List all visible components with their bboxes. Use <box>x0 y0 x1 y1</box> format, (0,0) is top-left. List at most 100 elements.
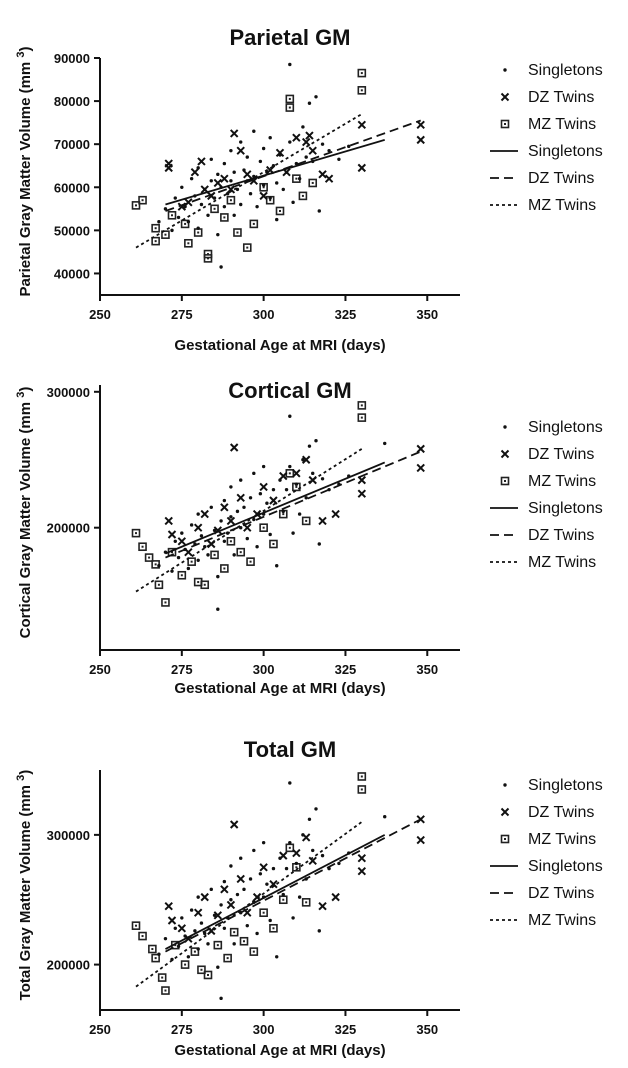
data-point <box>357 163 367 173</box>
data-point <box>307 444 312 448</box>
data-point <box>223 953 232 963</box>
y-axis-label: Cortical Gray Matter Volume (mm 3) <box>15 387 34 639</box>
data-point <box>301 458 305 462</box>
data-point <box>258 159 263 164</box>
data-point <box>252 517 256 522</box>
legend-marker <box>500 476 510 486</box>
data-point <box>416 120 425 129</box>
data-point <box>176 215 181 220</box>
legend-label: MZ Twins <box>528 912 596 929</box>
data-point <box>246 557 255 566</box>
data-point <box>219 903 223 907</box>
data-point <box>220 213 229 222</box>
data-point <box>229 443 239 452</box>
data-point <box>183 204 187 209</box>
data-point <box>189 908 194 912</box>
data-point <box>265 501 269 505</box>
data-point <box>259 191 268 201</box>
data-point <box>357 413 367 422</box>
data-point <box>357 401 367 410</box>
data-point <box>383 441 387 446</box>
data-point <box>320 142 325 146</box>
data-point <box>292 469 301 478</box>
data-point <box>200 892 209 902</box>
data-point <box>291 531 295 535</box>
data-point <box>357 68 367 78</box>
data-point <box>294 161 299 166</box>
data-point <box>229 485 233 489</box>
legend-label: DZ Twins <box>528 885 594 902</box>
data-point <box>248 192 253 196</box>
data-point <box>220 174 229 183</box>
chart-panel-1: Parietal GM 250 275 300 325 350 40000 50000 6000… <box>15 25 603 354</box>
data-point <box>288 464 292 469</box>
data-point <box>186 566 191 571</box>
data-point <box>209 179 213 183</box>
data-point <box>213 940 223 950</box>
series-mz-twins <box>131 68 367 263</box>
legend-label: Singletons <box>528 419 603 436</box>
legend-label: DZ Twins <box>528 446 594 463</box>
data-point <box>199 921 204 925</box>
data-point <box>216 172 220 177</box>
data-point <box>173 926 177 930</box>
data-point <box>187 557 196 566</box>
data-point <box>200 509 209 519</box>
data-point <box>245 923 249 928</box>
data-point <box>229 148 233 153</box>
chart-title: Parietal GM <box>229 25 350 50</box>
data-point <box>416 835 425 845</box>
data-point <box>239 936 249 946</box>
data-point <box>284 866 289 871</box>
data-point <box>196 512 200 516</box>
data-point <box>278 856 282 860</box>
y-tick-label: 40000 <box>54 266 90 281</box>
data-point <box>180 531 184 535</box>
data-point <box>357 772 367 781</box>
series-mz-twins <box>131 772 367 995</box>
data-point <box>357 86 367 95</box>
y-axis-label: Total Gray Matter Volume (mm 3) <box>15 770 34 1001</box>
data-point <box>294 861 299 866</box>
data-point <box>268 196 272 200</box>
data-point <box>233 228 242 237</box>
x-tick-label: 300 <box>253 1022 275 1037</box>
data-point <box>239 856 243 860</box>
data-point <box>170 569 174 573</box>
data-point <box>190 947 200 956</box>
fit-line-mz-twins-dotted <box>135 113 363 249</box>
data-point <box>279 471 288 481</box>
data-point <box>222 204 227 209</box>
data-point <box>151 223 160 233</box>
data-point <box>232 553 236 557</box>
data-point <box>288 414 292 418</box>
data-point <box>236 146 245 155</box>
data-point <box>229 129 239 138</box>
data-point <box>278 153 282 157</box>
x-tick-label: 325 <box>335 307 357 322</box>
data-point <box>249 219 259 229</box>
data-point <box>248 877 253 881</box>
data-point <box>220 564 229 573</box>
data-point <box>269 879 278 889</box>
data-point <box>304 155 308 159</box>
legend-marker <box>503 68 507 72</box>
data-point <box>288 62 292 67</box>
data-point <box>314 95 318 99</box>
series-dz-twins <box>164 815 425 943</box>
x-tick-label: 250 <box>89 662 111 677</box>
data-point <box>268 136 272 140</box>
fit-line-dz-twins-dashed <box>165 818 422 953</box>
data-point <box>337 861 341 866</box>
data-point <box>216 232 220 237</box>
data-point <box>189 523 194 527</box>
data-point <box>193 523 203 532</box>
data-point <box>311 848 315 853</box>
data-point <box>216 607 220 611</box>
data-point <box>167 210 177 220</box>
data-point <box>275 564 279 568</box>
data-point <box>314 807 318 811</box>
x-tick-label: 350 <box>416 1022 438 1037</box>
data-point <box>167 916 177 925</box>
x-axis-label: Gestational Age at MRI (days) <box>174 680 385 697</box>
